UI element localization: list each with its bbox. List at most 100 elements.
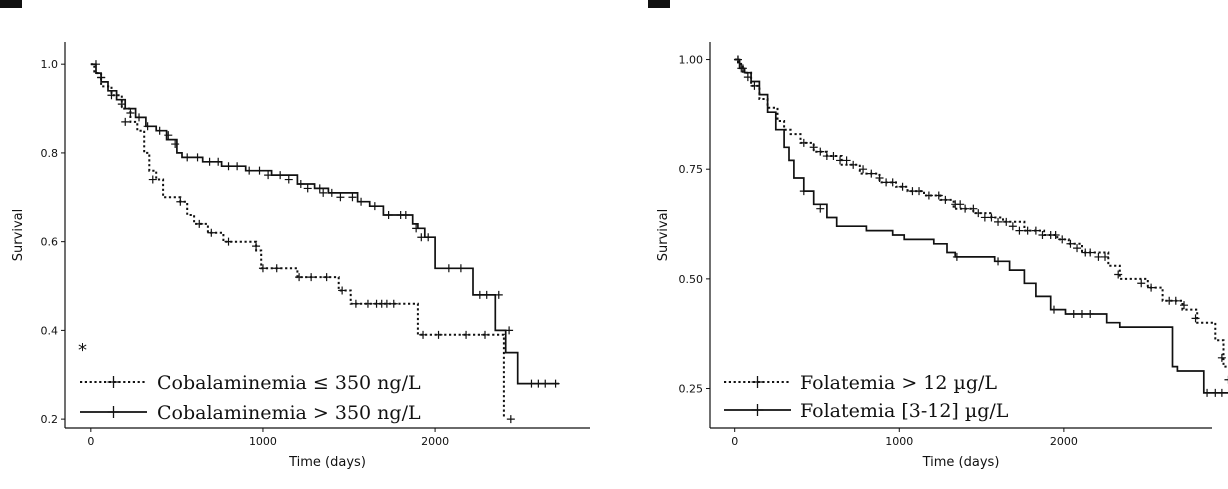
censor-mark (143, 122, 152, 131)
censor-mark (183, 153, 192, 162)
censor-mark (176, 197, 185, 206)
chart-panel-b: 0.25 0.50 0.75 1.00 0 1000 2000 Time (days) Surv… (656, 42, 1228, 470)
censor-mark (456, 264, 465, 273)
censor-mark (1101, 252, 1110, 261)
censor-mark (205, 157, 214, 166)
x-axis-title: Time (days) (288, 455, 366, 470)
censor-mark (799, 138, 808, 147)
y-tick-label: 1.0 (41, 58, 59, 71)
censor-mark (264, 171, 273, 180)
censor-mark (107, 91, 116, 100)
censor-mark (284, 175, 293, 184)
censor-mark (816, 204, 825, 213)
survival-curve (90, 63, 505, 420)
censor-mark (195, 219, 204, 228)
censor-mark (1086, 309, 1095, 318)
censor-mark (1023, 226, 1032, 235)
censor-mark (974, 209, 983, 218)
censor-mark (444, 264, 453, 273)
legend-censor-mark (751, 376, 764, 388)
censor-mark (462, 330, 471, 339)
censor-mark (382, 299, 391, 308)
censor-mark (401, 211, 410, 220)
censor-mark (1171, 296, 1180, 305)
censor-mark (224, 237, 233, 246)
legend-censor-mark (107, 406, 120, 418)
chart-panel-a: 0.2 0.4 0.6 0.8 1.0 0 1000 2000 Time (days) Survi… (11, 42, 590, 470)
censor-mark (1086, 248, 1095, 257)
x-tick-label: 1000 (249, 435, 277, 448)
censor-mark (1114, 270, 1123, 279)
legend-label: Cobalaminemia ≤ 350 ng/L (157, 372, 421, 394)
censor-mark (419, 330, 428, 339)
censor-mark (541, 379, 550, 388)
legend-censor-mark (107, 376, 120, 388)
censor-mark (348, 193, 357, 202)
significance-annotation: * (78, 340, 87, 361)
censor-mark (941, 195, 950, 204)
censor-mark (389, 299, 398, 308)
censor-mark (849, 160, 858, 169)
censor-mark (363, 299, 372, 308)
censor-mark (1217, 353, 1226, 362)
censor-mark (338, 286, 347, 295)
censor-mark (434, 330, 443, 339)
censor-mark (135, 113, 144, 122)
censor-mark (193, 153, 202, 162)
censor-mark (738, 64, 747, 73)
censor-mark (1191, 314, 1200, 323)
censor-mark (384, 211, 393, 220)
censor-mark (750, 81, 759, 90)
y-tick-label: 0.4 (41, 324, 59, 337)
legend-label: Cobalaminemia > 350 ng/L (157, 402, 421, 424)
censor-mark (126, 108, 135, 117)
censor-mark (1002, 217, 1011, 226)
censor-mark (799, 187, 808, 196)
y-axis-title: Survival (11, 209, 26, 261)
censor-mark (1049, 305, 1058, 314)
censor-mark (482, 290, 491, 299)
censor-mark (934, 191, 943, 200)
y-tick-label: 0.75 (679, 163, 704, 176)
censor-mark (424, 233, 433, 242)
censor-mark (961, 204, 970, 213)
censor-mark (551, 379, 560, 388)
censor-mark (351, 299, 360, 308)
x-axis-title: Time (days) (922, 455, 1000, 470)
legend-label: Folatemia > 12 µg/L (800, 372, 997, 394)
censor-mark (924, 191, 933, 200)
censor-mark (505, 326, 514, 335)
censor-mark (888, 178, 897, 187)
censor-mark (155, 126, 164, 135)
censor-mark (842, 156, 851, 165)
censor-mark (245, 166, 254, 175)
censor-mark (255, 166, 264, 175)
x-tick-label: 0 (87, 435, 94, 448)
censor-mark (494, 290, 503, 299)
censor-mark (322, 273, 331, 282)
censor-mark (534, 379, 543, 388)
x-tick-label: 1000 (885, 435, 913, 448)
censor-mark (1038, 231, 1047, 239)
censor-mark (97, 73, 106, 82)
censor-mark (171, 140, 180, 149)
censor-mark (417, 233, 426, 242)
censor-mark (207, 228, 216, 237)
x-tick-label: 2000 (1050, 435, 1078, 448)
censor-mark (214, 157, 223, 166)
panel-a-label-bar (0, 0, 22, 8)
y-tick-label: 0.6 (41, 236, 59, 249)
censor-mark (1224, 375, 1228, 384)
censor-mark (252, 242, 261, 251)
censor-mark (412, 224, 421, 233)
x-tick-label: 2000 (421, 435, 449, 448)
censor-mark (295, 273, 304, 282)
censor-mark (1051, 231, 1060, 239)
censor-mark (898, 182, 907, 191)
censor-mark (224, 162, 233, 171)
censor-mark (952, 252, 961, 261)
censor-mark (1073, 244, 1082, 253)
censor-mark (258, 264, 267, 273)
